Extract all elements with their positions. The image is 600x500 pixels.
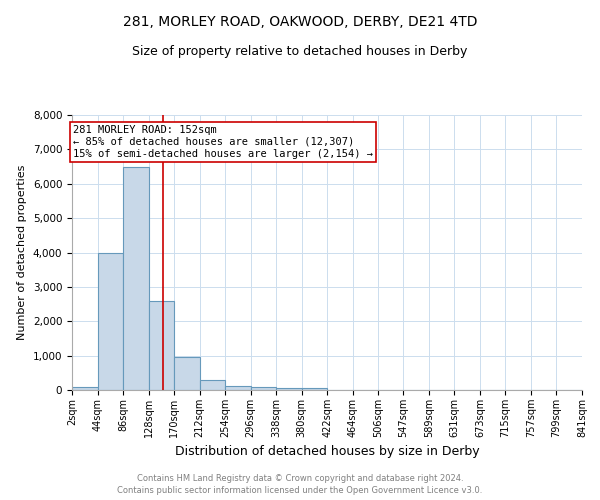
Bar: [123, 166, 149, 390]
Text: 281 MORLEY ROAD: 152sqm
← 85% of detached houses are smaller (12,307)
15% of sem: 281 MORLEY ROAD: 152sqm ← 85% of detache…: [73, 126, 373, 158]
Bar: [200, 380, 225, 390]
Bar: [174, 358, 200, 390]
Bar: [251, 388, 276, 390]
Bar: [276, 388, 302, 390]
Text: Contains HM Land Registry data © Crown copyright and database right 2024.
Contai: Contains HM Land Registry data © Crown c…: [118, 474, 482, 495]
Text: Size of property relative to detached houses in Derby: Size of property relative to detached ho…: [133, 45, 467, 58]
Bar: [225, 386, 251, 390]
Y-axis label: Number of detached properties: Number of detached properties: [17, 165, 27, 340]
Text: 281, MORLEY ROAD, OAKWOOD, DERBY, DE21 4TD: 281, MORLEY ROAD, OAKWOOD, DERBY, DE21 4…: [123, 15, 477, 29]
X-axis label: Distribution of detached houses by size in Derby: Distribution of detached houses by size …: [175, 446, 479, 458]
Bar: [302, 388, 328, 390]
Bar: [98, 252, 123, 390]
Bar: [72, 388, 98, 390]
Bar: [149, 300, 174, 390]
